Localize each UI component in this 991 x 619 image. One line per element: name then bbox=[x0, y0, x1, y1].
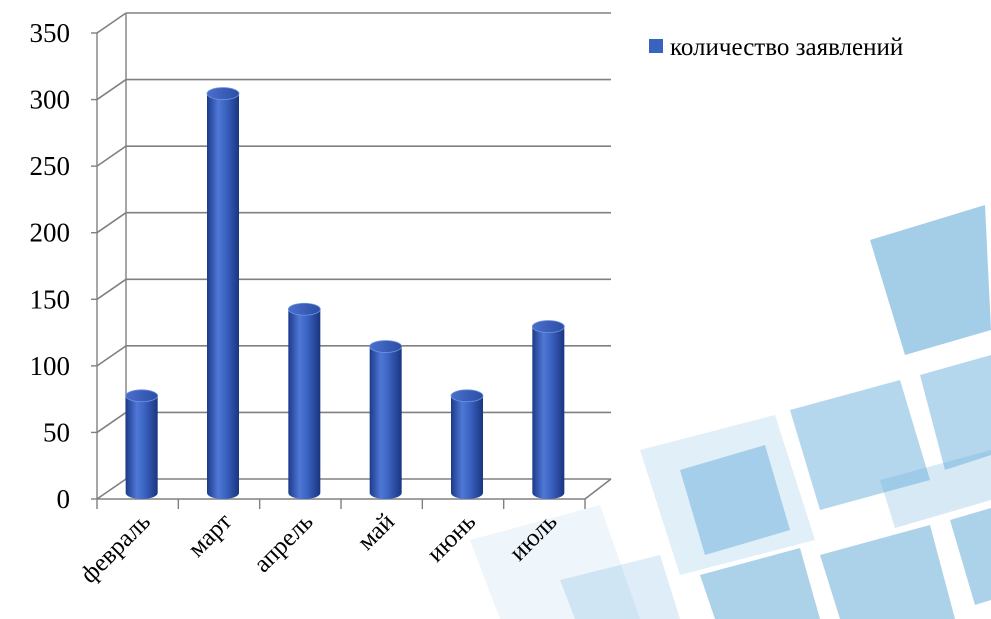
bar bbox=[531, 320, 565, 500]
background-decoration bbox=[470, 205, 991, 619]
y-tick-label: 200 bbox=[30, 218, 71, 248]
y-tick-label: 250 bbox=[30, 151, 71, 181]
background-tile bbox=[700, 548, 820, 619]
y-tick-label: 100 bbox=[30, 351, 71, 381]
x-tick-label: апрель bbox=[249, 508, 319, 578]
y-tick-label: 300 bbox=[30, 85, 71, 115]
background-tile bbox=[640, 415, 815, 575]
legend-label: количество заявлений bbox=[670, 34, 903, 61]
background-tile bbox=[880, 450, 991, 528]
y-axis: 0 50 100 150 200 250 300 350 bbox=[30, 18, 97, 514]
background-tile bbox=[560, 555, 680, 619]
y-tick-label: 50 bbox=[43, 417, 70, 447]
x-tick-label: май bbox=[352, 508, 399, 555]
bar bbox=[369, 340, 403, 500]
bar bbox=[450, 389, 484, 499]
gridline-side bbox=[96, 278, 127, 300]
gridline-side bbox=[96, 12, 127, 34]
gridline-side bbox=[96, 212, 127, 234]
y-tick-label: 350 bbox=[30, 18, 71, 48]
gridline-side bbox=[96, 345, 127, 367]
gridline-side bbox=[96, 411, 127, 434]
x-tick-label: февраль bbox=[75, 508, 155, 588]
bar-series bbox=[125, 87, 565, 500]
background-tile bbox=[470, 505, 640, 619]
background-tile bbox=[680, 445, 790, 555]
bar bbox=[206, 87, 240, 500]
bar bbox=[287, 302, 321, 500]
floor-edge bbox=[584, 478, 612, 500]
x-tick-label: июнь bbox=[422, 508, 481, 567]
gridline-side bbox=[96, 478, 127, 500]
bar bbox=[125, 389, 159, 499]
gridline-side bbox=[96, 145, 127, 167]
background-tile bbox=[790, 380, 930, 510]
background-tile bbox=[870, 205, 991, 355]
legend: количество заявлений bbox=[649, 34, 903, 61]
legend-swatch bbox=[649, 39, 663, 53]
gridline-side bbox=[96, 78, 127, 101]
y-tick-label: 150 bbox=[30, 284, 71, 314]
background-tile bbox=[950, 508, 991, 605]
background-tile bbox=[920, 355, 991, 470]
y-tick-label: 0 bbox=[57, 484, 71, 514]
x-tick-label: март bbox=[183, 508, 237, 562]
chart-gridlines bbox=[96, 12, 612, 500]
background-tile bbox=[820, 525, 955, 619]
